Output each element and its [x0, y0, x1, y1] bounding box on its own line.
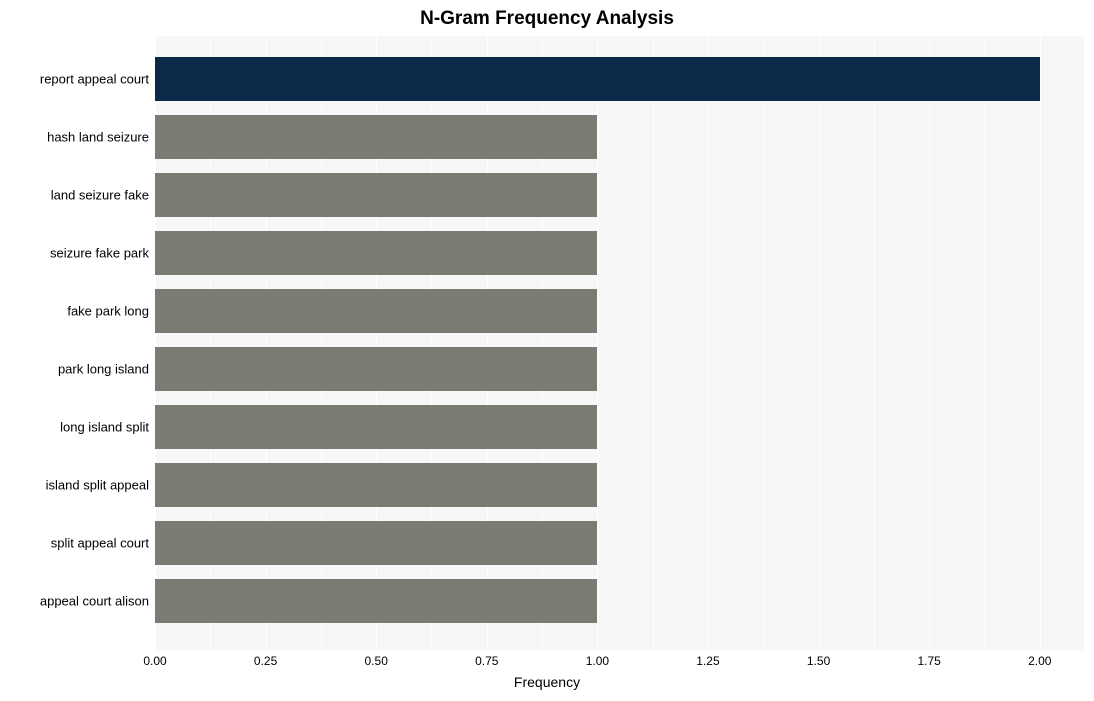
x-tick: 2.00 — [1028, 654, 1051, 668]
bar-row — [155, 57, 1084, 101]
bar — [155, 57, 1040, 101]
y-tick: hash land seizure — [4, 130, 149, 145]
bar — [155, 347, 597, 391]
bar — [155, 115, 597, 159]
y-tick: split appeal court — [4, 536, 149, 551]
y-tick: report appeal court — [4, 72, 149, 87]
x-tick: 1.50 — [807, 654, 830, 668]
bar-row — [155, 115, 1084, 159]
bar — [155, 579, 597, 623]
bar — [155, 463, 597, 507]
bar-row — [155, 405, 1084, 449]
x-tick: 0.25 — [254, 654, 277, 668]
y-tick: island split appeal — [4, 478, 149, 493]
x-axis-label: Frequency — [0, 674, 1094, 690]
bar-row — [155, 231, 1084, 275]
plot-area — [155, 36, 1084, 650]
y-tick: appeal court alison — [4, 594, 149, 609]
x-tick: 1.00 — [586, 654, 609, 668]
bar — [155, 405, 597, 449]
y-tick: land seizure fake — [4, 188, 149, 203]
bar — [155, 289, 597, 333]
y-tick: seizure fake park — [4, 246, 149, 261]
x-tick: 0.00 — [143, 654, 166, 668]
bar — [155, 521, 597, 565]
y-tick: park long island — [4, 362, 149, 377]
y-tick: fake park long — [4, 304, 149, 319]
x-tick: 0.50 — [365, 654, 388, 668]
bar — [155, 173, 597, 217]
bar-row — [155, 463, 1084, 507]
bar-row — [155, 579, 1084, 623]
x-tick: 0.75 — [475, 654, 498, 668]
bar-row — [155, 289, 1084, 333]
bar-row — [155, 521, 1084, 565]
bar-row — [155, 173, 1084, 217]
x-tick: 1.75 — [917, 654, 940, 668]
x-tick: 1.25 — [696, 654, 719, 668]
bar — [155, 231, 597, 275]
chart-title: N-Gram Frequency Analysis — [0, 8, 1094, 30]
y-tick: long island split — [4, 420, 149, 435]
ngram-chart: N-Gram Frequency Analysis 0.00 0.25 0.50 0.… — [0, 0, 1094, 701]
bar-row — [155, 347, 1084, 391]
